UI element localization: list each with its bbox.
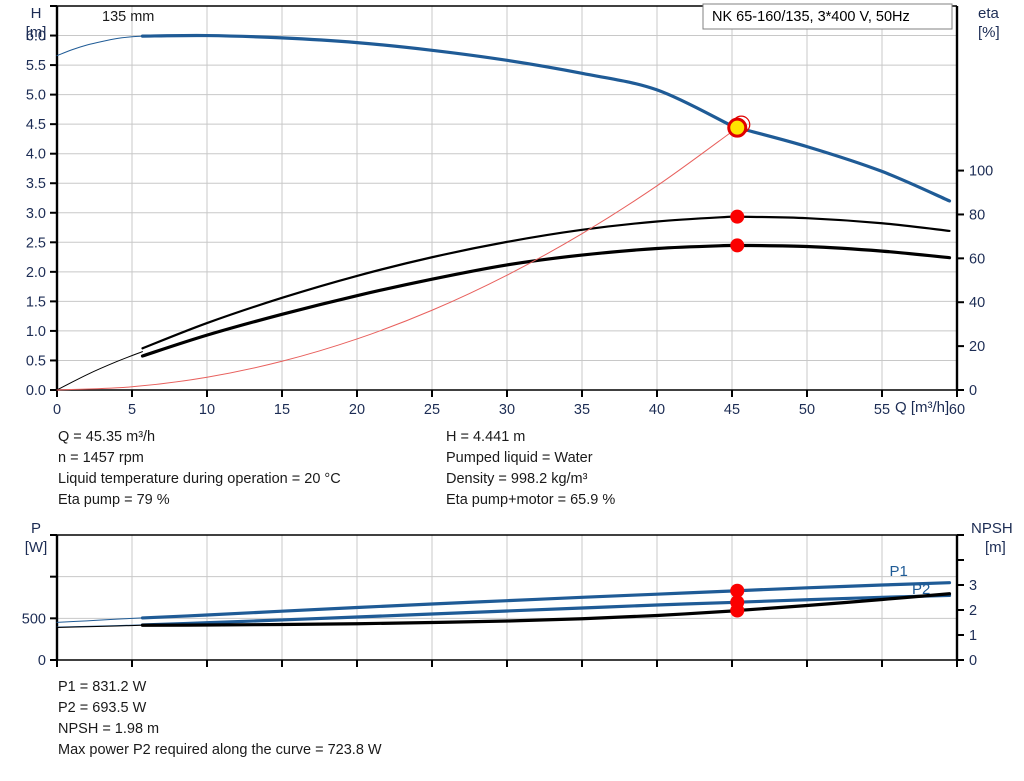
x-tick-label: 60 bbox=[949, 402, 965, 418]
curve bbox=[140, 581, 952, 620]
curve bbox=[56, 351, 143, 391]
info-line: Eta pump = 79 % bbox=[58, 492, 170, 508]
x-tick-label: 45 bbox=[724, 402, 740, 418]
info-line: P2 = 693.5 W bbox=[58, 700, 147, 716]
info-line: Liquid temperature during operation = 20… bbox=[58, 471, 341, 487]
head-efficiency-chart: 0.0 0.5 1.0 1.5 2.0 2.5 3.0 3.5 4.0 4.5 5.0 5.5 6.0 0… bbox=[26, 3, 1000, 418]
axis-unit-eta: [%] bbox=[978, 24, 1000, 41]
y-tick-label: 3.0 bbox=[26, 206, 46, 222]
y2-tick-label: 3 bbox=[969, 578, 977, 594]
x-tick-label: 30 bbox=[499, 402, 515, 418]
x-tick-label: 55 bbox=[874, 402, 890, 418]
x-tick-label: 15 bbox=[274, 402, 290, 418]
info-line: P1 = 831.2 W bbox=[58, 679, 147, 695]
curve bbox=[56, 617, 143, 623]
y-tick-label: 500 bbox=[22, 611, 46, 627]
x-tick-label: 20 bbox=[349, 402, 365, 418]
y-tick-label: 0 bbox=[38, 653, 46, 669]
eta-pump-motor-point bbox=[730, 238, 745, 253]
top-chart-ticklabels: 0.0 0.5 1.0 1.5 2.0 2.5 3.0 3.5 4.0 4.5 5.0 5.5 6.0 0… bbox=[26, 29, 993, 418]
info-line: NPSH = 1.98 m bbox=[58, 721, 160, 737]
y-tick-label: 3.5 bbox=[26, 176, 46, 192]
axis-label-p: P bbox=[31, 520, 41, 537]
x-tick-label: 10 bbox=[199, 402, 215, 418]
bottom-chart-grid bbox=[57, 534, 958, 660]
p1-point bbox=[730, 583, 745, 598]
operating-info-left: Q = 45.35 m³/h n = 1457 rpm Liquid tempe… bbox=[58, 427, 341, 511]
top-chart-curves bbox=[56, 33, 952, 391]
y-tick-label: 5.5 bbox=[26, 58, 46, 74]
y2-tick-label: 2 bbox=[969, 603, 977, 619]
series-label: P2 bbox=[912, 581, 930, 598]
title-box-label: NK 65-160/135, 3*400 V, 50Hz bbox=[712, 9, 910, 25]
curve bbox=[140, 593, 952, 627]
eta-pump-point bbox=[730, 209, 745, 224]
info-line: Q = 45.35 m³/h bbox=[58, 429, 156, 445]
x-tick-label: 40 bbox=[649, 402, 665, 418]
y-tick-label: 6.0 bbox=[26, 29, 46, 45]
x-tick-label: 50 bbox=[799, 402, 815, 418]
y2-tick-label: 1 bbox=[969, 628, 977, 644]
impeller-size-label: 135 mm bbox=[102, 9, 154, 25]
bottom-chart-axes bbox=[50, 534, 964, 667]
curve bbox=[141, 215, 951, 350]
y2-tick-label: 0 bbox=[969, 653, 977, 669]
duty-point bbox=[727, 117, 748, 138]
axis-unit-npsh: [m] bbox=[985, 539, 1006, 556]
y-tick-label: 4.5 bbox=[26, 117, 46, 133]
top-chart-grid bbox=[57, 5, 958, 390]
y2-tick-label: 20 bbox=[969, 339, 985, 355]
x-tick-label: 5 bbox=[128, 402, 136, 418]
curve bbox=[56, 624, 143, 628]
y-tick-label: 1.0 bbox=[26, 324, 46, 340]
top-chart-annotations: 135 mm bbox=[102, 9, 154, 25]
npsh-point bbox=[730, 603, 745, 618]
x-tick-label: 35 bbox=[574, 402, 590, 418]
info-line: Max power P2 required along the curve = … bbox=[58, 742, 382, 758]
axis-label-q: Q [m³/h] bbox=[895, 399, 949, 416]
y-tick-label: 1.5 bbox=[26, 294, 46, 310]
curve bbox=[140, 592, 952, 627]
y-tick-label: 4.0 bbox=[26, 147, 46, 163]
y2-tick-label: 40 bbox=[969, 295, 985, 311]
power-info: P1 = 831.2 W P2 = 693.5 W NPSH = 1.98 m … bbox=[58, 677, 382, 761]
title-box: NK 65-160/135, 3*400 V, 50Hz bbox=[702, 3, 953, 30]
axis-label-eta: eta bbox=[978, 5, 1000, 22]
y-tick-label: 0.0 bbox=[26, 383, 46, 399]
y2-tick-label: 0 bbox=[969, 383, 977, 399]
y-tick-label: 2.5 bbox=[26, 235, 46, 251]
top-chart-markers bbox=[727, 115, 751, 253]
y2-tick-label: 100 bbox=[969, 164, 993, 180]
series-label: P1 bbox=[890, 563, 908, 580]
bottom-chart-markers bbox=[730, 583, 745, 618]
info-line: n = 1457 rpm bbox=[58, 450, 144, 466]
bottom-chart-curves bbox=[56, 581, 952, 628]
bottom-chart-ticklabels: 0 500 0 1 2 3 bbox=[22, 578, 977, 669]
y-tick-label: 0.5 bbox=[26, 353, 46, 369]
curve bbox=[56, 125, 740, 391]
x-tick-label: 25 bbox=[424, 402, 440, 418]
axis-label-npsh: NPSH bbox=[971, 520, 1013, 537]
info-line: Eta pump+motor = 65.9 % bbox=[446, 492, 616, 508]
y-tick-label: 2.0 bbox=[26, 265, 46, 281]
curve bbox=[56, 35, 143, 57]
axis-label-h: H bbox=[31, 5, 42, 22]
y-tick-label: 5.0 bbox=[26, 88, 46, 104]
y2-tick-label: 80 bbox=[969, 207, 985, 223]
x-tick-label: 0 bbox=[53, 402, 61, 418]
operating-info-right: H = 4.441 m Pumped liquid = Water Densit… bbox=[446, 427, 615, 511]
info-line: Density = 998.2 kg/m³ bbox=[446, 471, 588, 487]
info-line: Pumped liquid = Water bbox=[446, 450, 593, 466]
curve bbox=[140, 243, 952, 358]
axis-unit-p: [W] bbox=[25, 539, 48, 556]
y2-tick-label: 60 bbox=[969, 251, 985, 267]
axis-unit-h: [m] bbox=[26, 24, 47, 41]
info-line: H = 4.441 m bbox=[446, 429, 526, 445]
curve bbox=[140, 33, 952, 203]
